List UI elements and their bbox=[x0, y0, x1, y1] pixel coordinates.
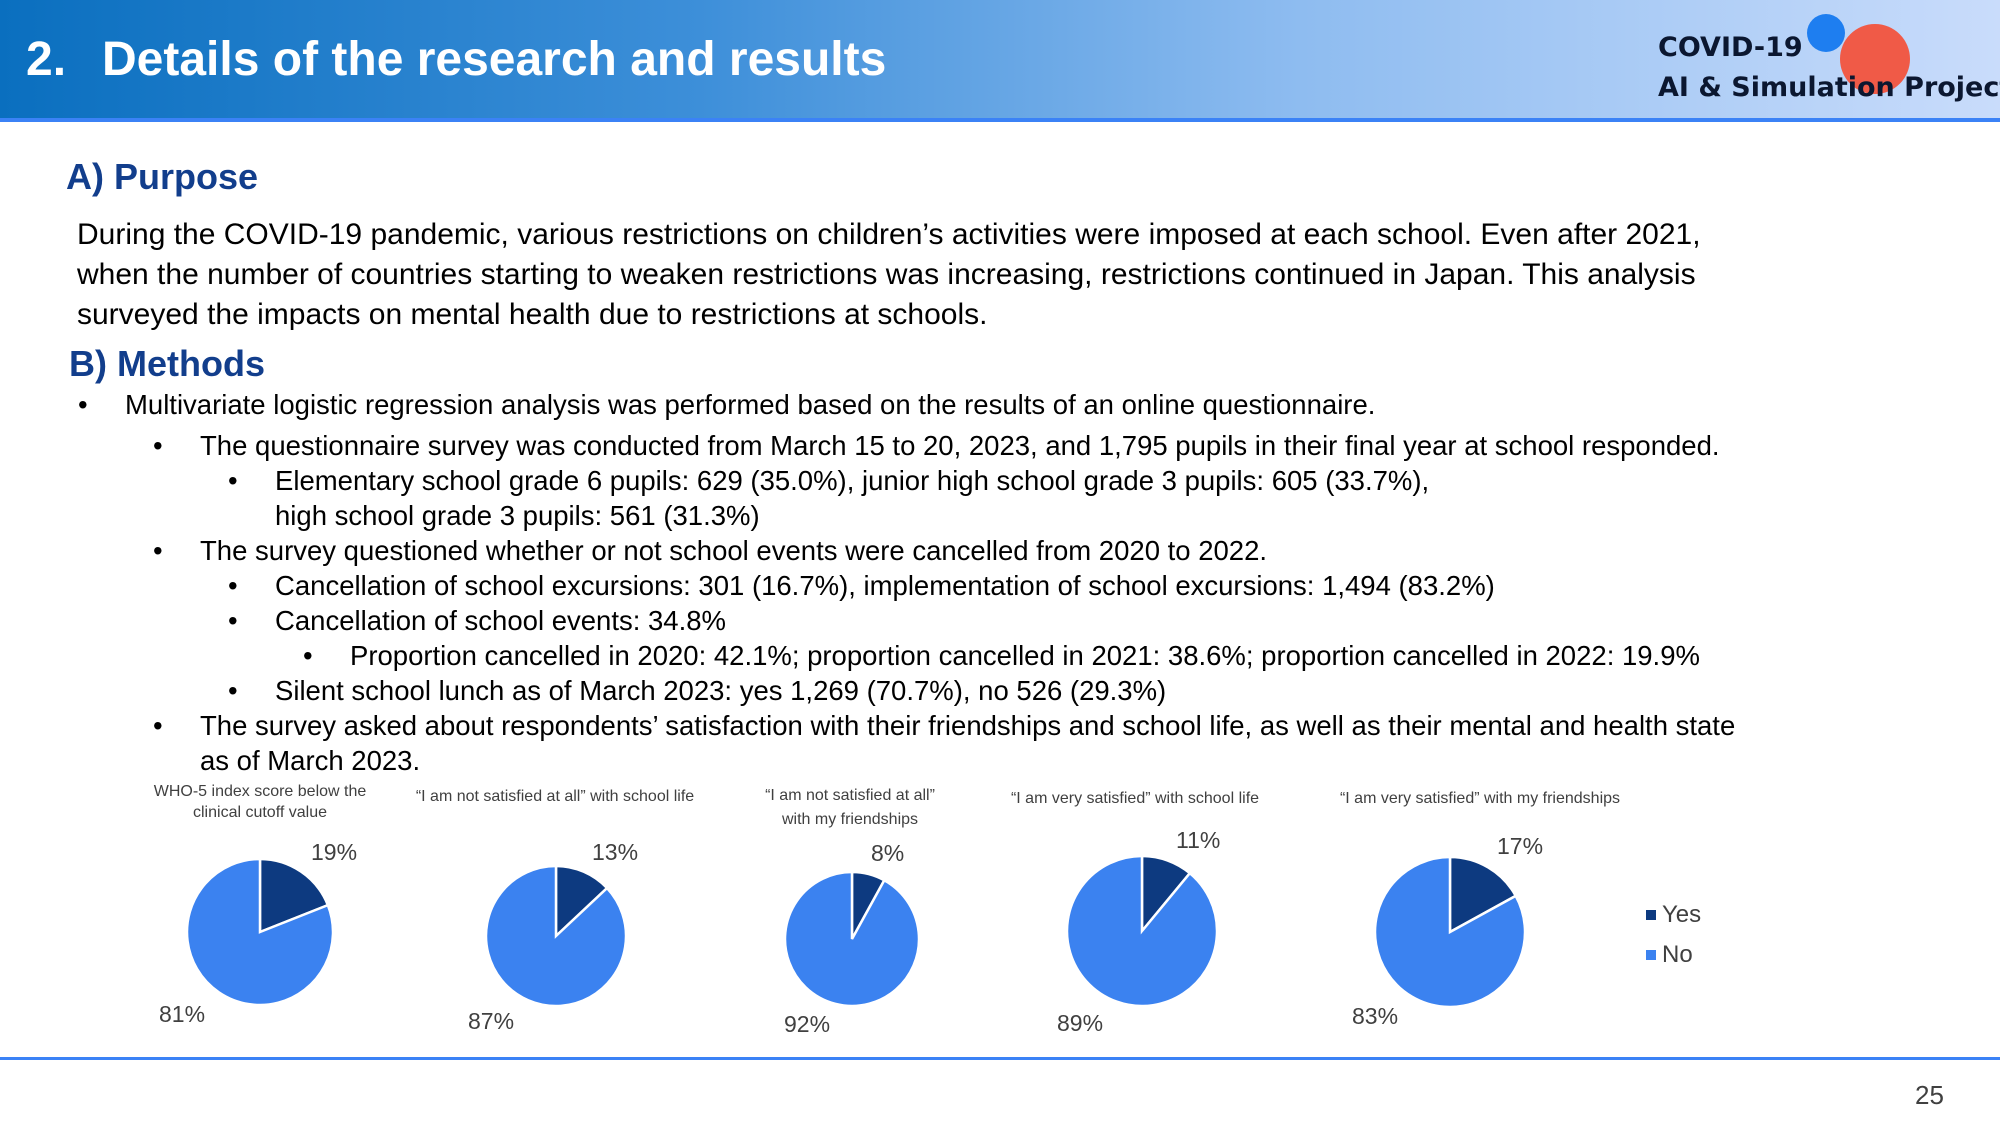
pie-3-slice-no bbox=[783, 870, 921, 1008]
methods-text-5: The survey questioned whether or not sch… bbox=[200, 535, 1268, 566]
pie-4-slice-no bbox=[1065, 854, 1219, 1008]
methods-text-9: Silent school lunch as of March 2023: ye… bbox=[275, 675, 1167, 706]
section-title: Details of the research and results bbox=[102, 33, 887, 86]
bullet-dot: • bbox=[303, 640, 313, 671]
pie-1-slice-yes bbox=[258, 857, 330, 934]
methods-item-3-cont: high school grade 3 pupils: 561 (31.3%) bbox=[275, 499, 760, 533]
methods-text-10: The survey asked about respondents’ sati… bbox=[200, 710, 1736, 741]
section-number: 2. bbox=[26, 33, 67, 86]
methods-item-1: • Multivariate logistic regression analy… bbox=[78, 388, 1376, 422]
bullet-dot: • bbox=[228, 605, 238, 636]
logo-red-circle bbox=[1840, 24, 1910, 94]
pie-chart-1 bbox=[185, 857, 335, 1007]
methods-item-7: • Proportion cancelled in 2020: 42.1%; p… bbox=[303, 639, 1700, 673]
purpose-line-2: when the number of countries starting to… bbox=[77, 258, 1696, 291]
methods-item-6: • Cancellation of school events: 34.8% bbox=[228, 604, 726, 638]
pie-3-no-label: 92% bbox=[784, 1011, 831, 1037]
logo-line-1: COVID-19 bbox=[1658, 32, 1803, 63]
project-logo: COVID-19 AI & Simulation Project bbox=[1655, 14, 2000, 110]
pie-5-slice-no bbox=[1373, 855, 1527, 1009]
bullet-dot: • bbox=[153, 535, 163, 566]
pie-4-yes-label: 11% bbox=[1176, 827, 1221, 853]
legend-label-no: No bbox=[1662, 941, 1693, 968]
pie-chart-2 bbox=[484, 864, 628, 1008]
bullet-dot: • bbox=[153, 710, 163, 741]
chart-title-4: “I am very satisfied” with school life bbox=[1010, 790, 1260, 807]
slide-title: 2. Details of the research and results bbox=[26, 32, 886, 87]
methods-text-8: Proportion cancelled in 2020: 42.1%; pro… bbox=[350, 640, 1700, 671]
pie-1-no-label: 81% bbox=[159, 1001, 206, 1027]
pie-2-yes-label: 13% bbox=[592, 839, 639, 865]
pie-3-yes-label: 8% bbox=[871, 840, 905, 866]
page-number: 25 bbox=[1915, 1080, 1944, 1110]
methods-item-3: • Elementary school grade 6 pupils: 629 … bbox=[228, 464, 1430, 498]
legend-swatch-yes bbox=[1646, 910, 1656, 920]
legend-item-no: No bbox=[1646, 935, 1701, 975]
methods-text-1: Multivariate logistic regression analysi… bbox=[125, 389, 1376, 420]
purpose-heading: A) Purpose bbox=[66, 156, 259, 197]
pie-5-yes-label: 17% bbox=[1497, 833, 1544, 859]
bullet-dot: • bbox=[78, 389, 88, 420]
methods-item-8: • Silent school lunch as of March 2023: … bbox=[228, 674, 1167, 708]
pie-2-no-label: 87% bbox=[468, 1008, 515, 1034]
footer-divider bbox=[0, 1057, 2000, 1060]
logo-blue-circle bbox=[1807, 14, 1845, 52]
pie-4-no-label: 89% bbox=[1057, 1010, 1104, 1036]
methods-text-4: high school grade 3 pupils: 561 (31.3%) bbox=[275, 500, 760, 531]
bullet-dot: • bbox=[228, 465, 238, 496]
chart-title-1: WHO-5 index score below the clinical cut… bbox=[120, 781, 400, 823]
legend-label-yes: Yes bbox=[1662, 901, 1702, 928]
chart-title-1-line-2: clinical cutoff value bbox=[193, 804, 327, 821]
methods-text-7: Cancellation of school events: 34.8% bbox=[275, 605, 726, 636]
logo-line-2: AI & Simulation Project bbox=[1658, 72, 2000, 103]
methods-item-2: • The questionnaire survey was conducted… bbox=[153, 429, 1720, 463]
chart-title-3: “I am not satisfied at all” with my frie… bbox=[720, 784, 980, 832]
bullet-dot: • bbox=[153, 430, 163, 461]
pie-2-slice-no bbox=[484, 864, 628, 1008]
chart-title-3-line-2: with my friendships bbox=[781, 811, 919, 828]
bullet-dot: • bbox=[228, 675, 238, 706]
chart-legend: Yes No bbox=[1646, 895, 1701, 975]
pie-chart-5 bbox=[1373, 855, 1527, 1009]
methods-heading: B) Methods bbox=[69, 343, 265, 384]
title-banner bbox=[0, 0, 2000, 118]
chart-title-5: “I am very satisfied” with my friendship… bbox=[1339, 790, 1621, 807]
methods-text-11: as of March 2023. bbox=[200, 745, 421, 776]
pie-5-slice-yes bbox=[1448, 855, 1518, 935]
chart-title-2: “I am not satisfied at all” with school … bbox=[415, 788, 695, 805]
pie-1-slice-no bbox=[185, 857, 335, 1007]
pie-1-yes-label: 19% bbox=[311, 839, 358, 865]
methods-item-9: • The survey asked about respondents’ sa… bbox=[153, 709, 1736, 743]
chart-title-1-line-1: WHO-5 index score below the bbox=[153, 783, 367, 800]
pie-chart-3 bbox=[783, 870, 921, 1008]
logo-text: COVID-19 AI & Simulation Project bbox=[1658, 28, 2000, 108]
purpose-line-3: surveyed the impacts on mental health du… bbox=[77, 298, 988, 331]
purpose-line-1: During the COVID-19 pandemic, various re… bbox=[77, 218, 1701, 251]
methods-text-2: The questionnaire survey was conducted f… bbox=[200, 430, 1720, 461]
methods-text-3: Elementary school grade 6 pupils: 629 (3… bbox=[275, 465, 1430, 496]
legend-item-yes: Yes bbox=[1646, 895, 1701, 935]
pie-5-no-label: 83% bbox=[1352, 1003, 1399, 1029]
legend-swatch-no bbox=[1646, 950, 1656, 960]
bullet-dot: • bbox=[228, 570, 238, 601]
methods-text-6: Cancellation of school excursions: 301 (… bbox=[275, 570, 1495, 601]
pie-chart-4 bbox=[1065, 854, 1219, 1008]
methods-item-9-cont: as of March 2023. bbox=[200, 744, 420, 778]
methods-item-5: • Cancellation of school excursions: 301… bbox=[228, 569, 1495, 603]
methods-item-4: • The survey questioned whether or not s… bbox=[153, 534, 1268, 568]
purpose-paragraph: During the COVID-19 pandemic, various re… bbox=[77, 215, 1977, 335]
header-divider bbox=[0, 118, 2000, 122]
chart-title-3-line-1: “I am not satisfied at all” bbox=[765, 787, 935, 804]
